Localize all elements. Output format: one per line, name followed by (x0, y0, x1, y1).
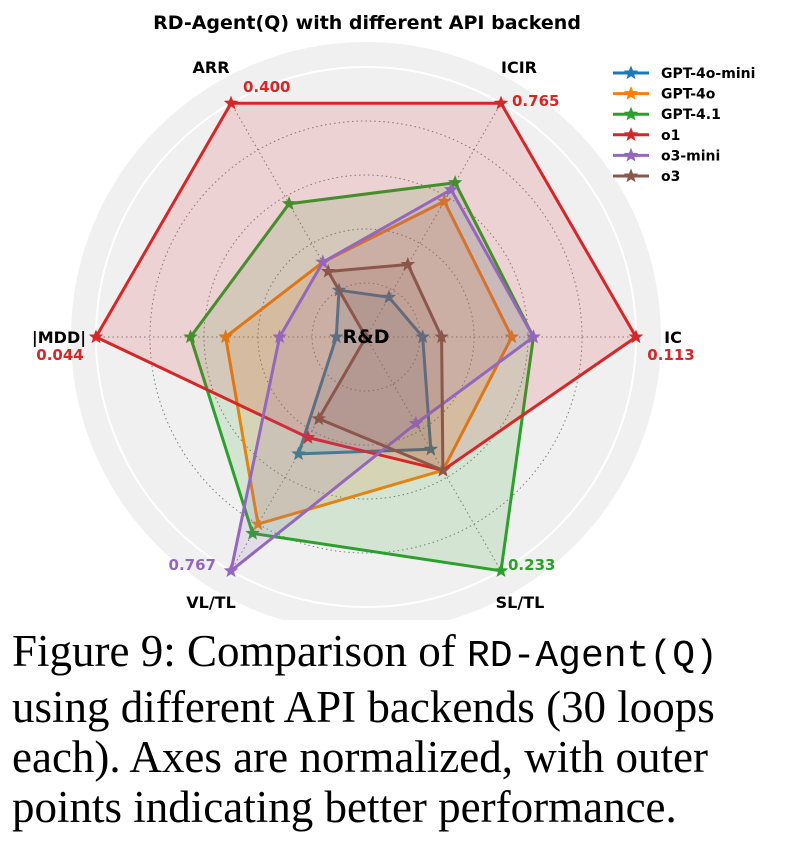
caption-lead: Figure 9: Comparison of (12, 626, 467, 676)
point-o3-ic (434, 329, 449, 344)
series-o3 (311, 256, 451, 477)
axis-max-icir: 0.765 (512, 92, 559, 110)
radar-chart: RD-Agent(Q) with different API backend I… (32, 12, 755, 620)
series-gpt-4-1 (183, 175, 541, 577)
series-area-o3 (318, 264, 443, 471)
series-area-o1 (96, 103, 636, 471)
point-o3-vltl (311, 411, 326, 425)
series-area-o3-mini (231, 189, 534, 571)
point-gpt-4o-mini-vltl (291, 446, 306, 461)
point-o1-icir (493, 95, 509, 110)
point-o3-sltl (435, 462, 451, 477)
legend-label-o3-mini: o3-mini (661, 148, 720, 164)
point-o3-mini-ic (526, 329, 541, 344)
point-o3-mini-icir (443, 182, 459, 196)
legend-item-o3-mini: o3-mini (613, 147, 720, 164)
point-gpt-4-1-mdd (183, 329, 198, 344)
legend-label-gpt-4o-mini: GPT-4o-mini (661, 66, 755, 82)
axis-max-mdd: 0.044 (36, 346, 83, 364)
chart-title: RD-Agent(Q) with different API backend (153, 12, 581, 34)
point-o3-mini-vltl (223, 563, 239, 577)
legend-marker-gpt-4-1 (623, 106, 639, 121)
point-o1-ic (628, 329, 644, 344)
axis-label-arr: ARR (192, 58, 229, 77)
axis-label-ic: IC (664, 328, 682, 347)
legend-label-o3: o3 (661, 169, 680, 185)
legend-item-gpt-4o-mini: GPT-4o-mini (613, 65, 755, 82)
point-gpt-4o-mini-sltl (423, 441, 439, 456)
axis-labels: IC0.113 ICIR 0.765 ARR 0.400 |MDD|0.044 VL/TL 0… (32, 58, 695, 612)
point-gpt-4o-icir (437, 193, 452, 208)
point-o1-vltl (300, 429, 316, 444)
point-gpt-4o-mini-mdd (329, 329, 344, 344)
point-gpt-4-1-sltl (493, 563, 509, 577)
legend-marker-o3-mini (623, 147, 639, 162)
point-gpt-4o-mini-icir (381, 289, 397, 304)
point-o3-arr (320, 263, 336, 278)
legend-marker-gpt-4o (623, 85, 639, 100)
axis-label-vltl: VL/TL (186, 593, 236, 612)
caption-code: RD-Agent(Q) (466, 635, 718, 678)
figure-caption: Figure 9: Comparison of RD-Agent(Q) usin… (12, 626, 797, 832)
axis-label-icir: ICIR (501, 58, 537, 77)
point-gpt-4-1-arr (281, 196, 297, 210)
point-o1-arr (223, 95, 239, 110)
point-gpt-4o-ic (504, 329, 520, 344)
legend-marker-gpt-4o-mini (623, 65, 639, 80)
point-o3-mini-arr (315, 254, 331, 269)
point-gpt-4o-mdd (218, 329, 233, 344)
point-o3-icir (400, 256, 416, 271)
point-o3-mini-mdd (272, 329, 287, 344)
point-gpt-4o-vltl (250, 516, 266, 531)
point-gpt-4o-mini-ic (415, 329, 430, 344)
legend: GPT-4o-mini GPT-4o GPT-4.1 o1 o3-mini o3 (613, 65, 755, 185)
axis-max-ic: 0.113 (647, 346, 694, 364)
legend-label-gpt-4-1: GPT-4.1 (661, 107, 721, 123)
caption-rest: using different API backends (30 loops e… (12, 682, 715, 832)
series-area-gpt-4o-mini (298, 290, 431, 454)
point-gpt-4-1-vltl (245, 525, 260, 540)
legend-marker-o1 (623, 127, 639, 141)
axis-max-sltl: 0.233 (508, 556, 555, 574)
series-o3-mini (223, 182, 541, 577)
legend-label-gpt-4o: GPT-4o (661, 87, 716, 103)
legend-item-o3: o3 (613, 168, 680, 185)
legend-label-o1: o1 (661, 128, 680, 144)
axis-label-sltl: SL/TL (496, 593, 545, 612)
center-label: R&D (343, 326, 390, 348)
axis-max-vltl: 0.767 (169, 556, 216, 574)
point-o3-mdd (358, 329, 374, 344)
radar-series (88, 95, 644, 577)
point-o3-mini-sltl (408, 415, 424, 430)
legend-item-gpt-4-1: GPT-4.1 (613, 106, 721, 123)
legend-item-o1: o1 (613, 127, 680, 144)
axis-max-arr: 0.400 (243, 78, 290, 96)
legend-item-gpt-4o: GPT-4o (613, 85, 716, 103)
series-area-gpt-4-1 (190, 182, 534, 571)
legend-marker-o3 (623, 168, 639, 183)
point-o1-mdd (88, 329, 104, 344)
point-gpt-4-1-icir (447, 175, 463, 189)
axis-label-mdd: |MDD| (32, 328, 86, 348)
